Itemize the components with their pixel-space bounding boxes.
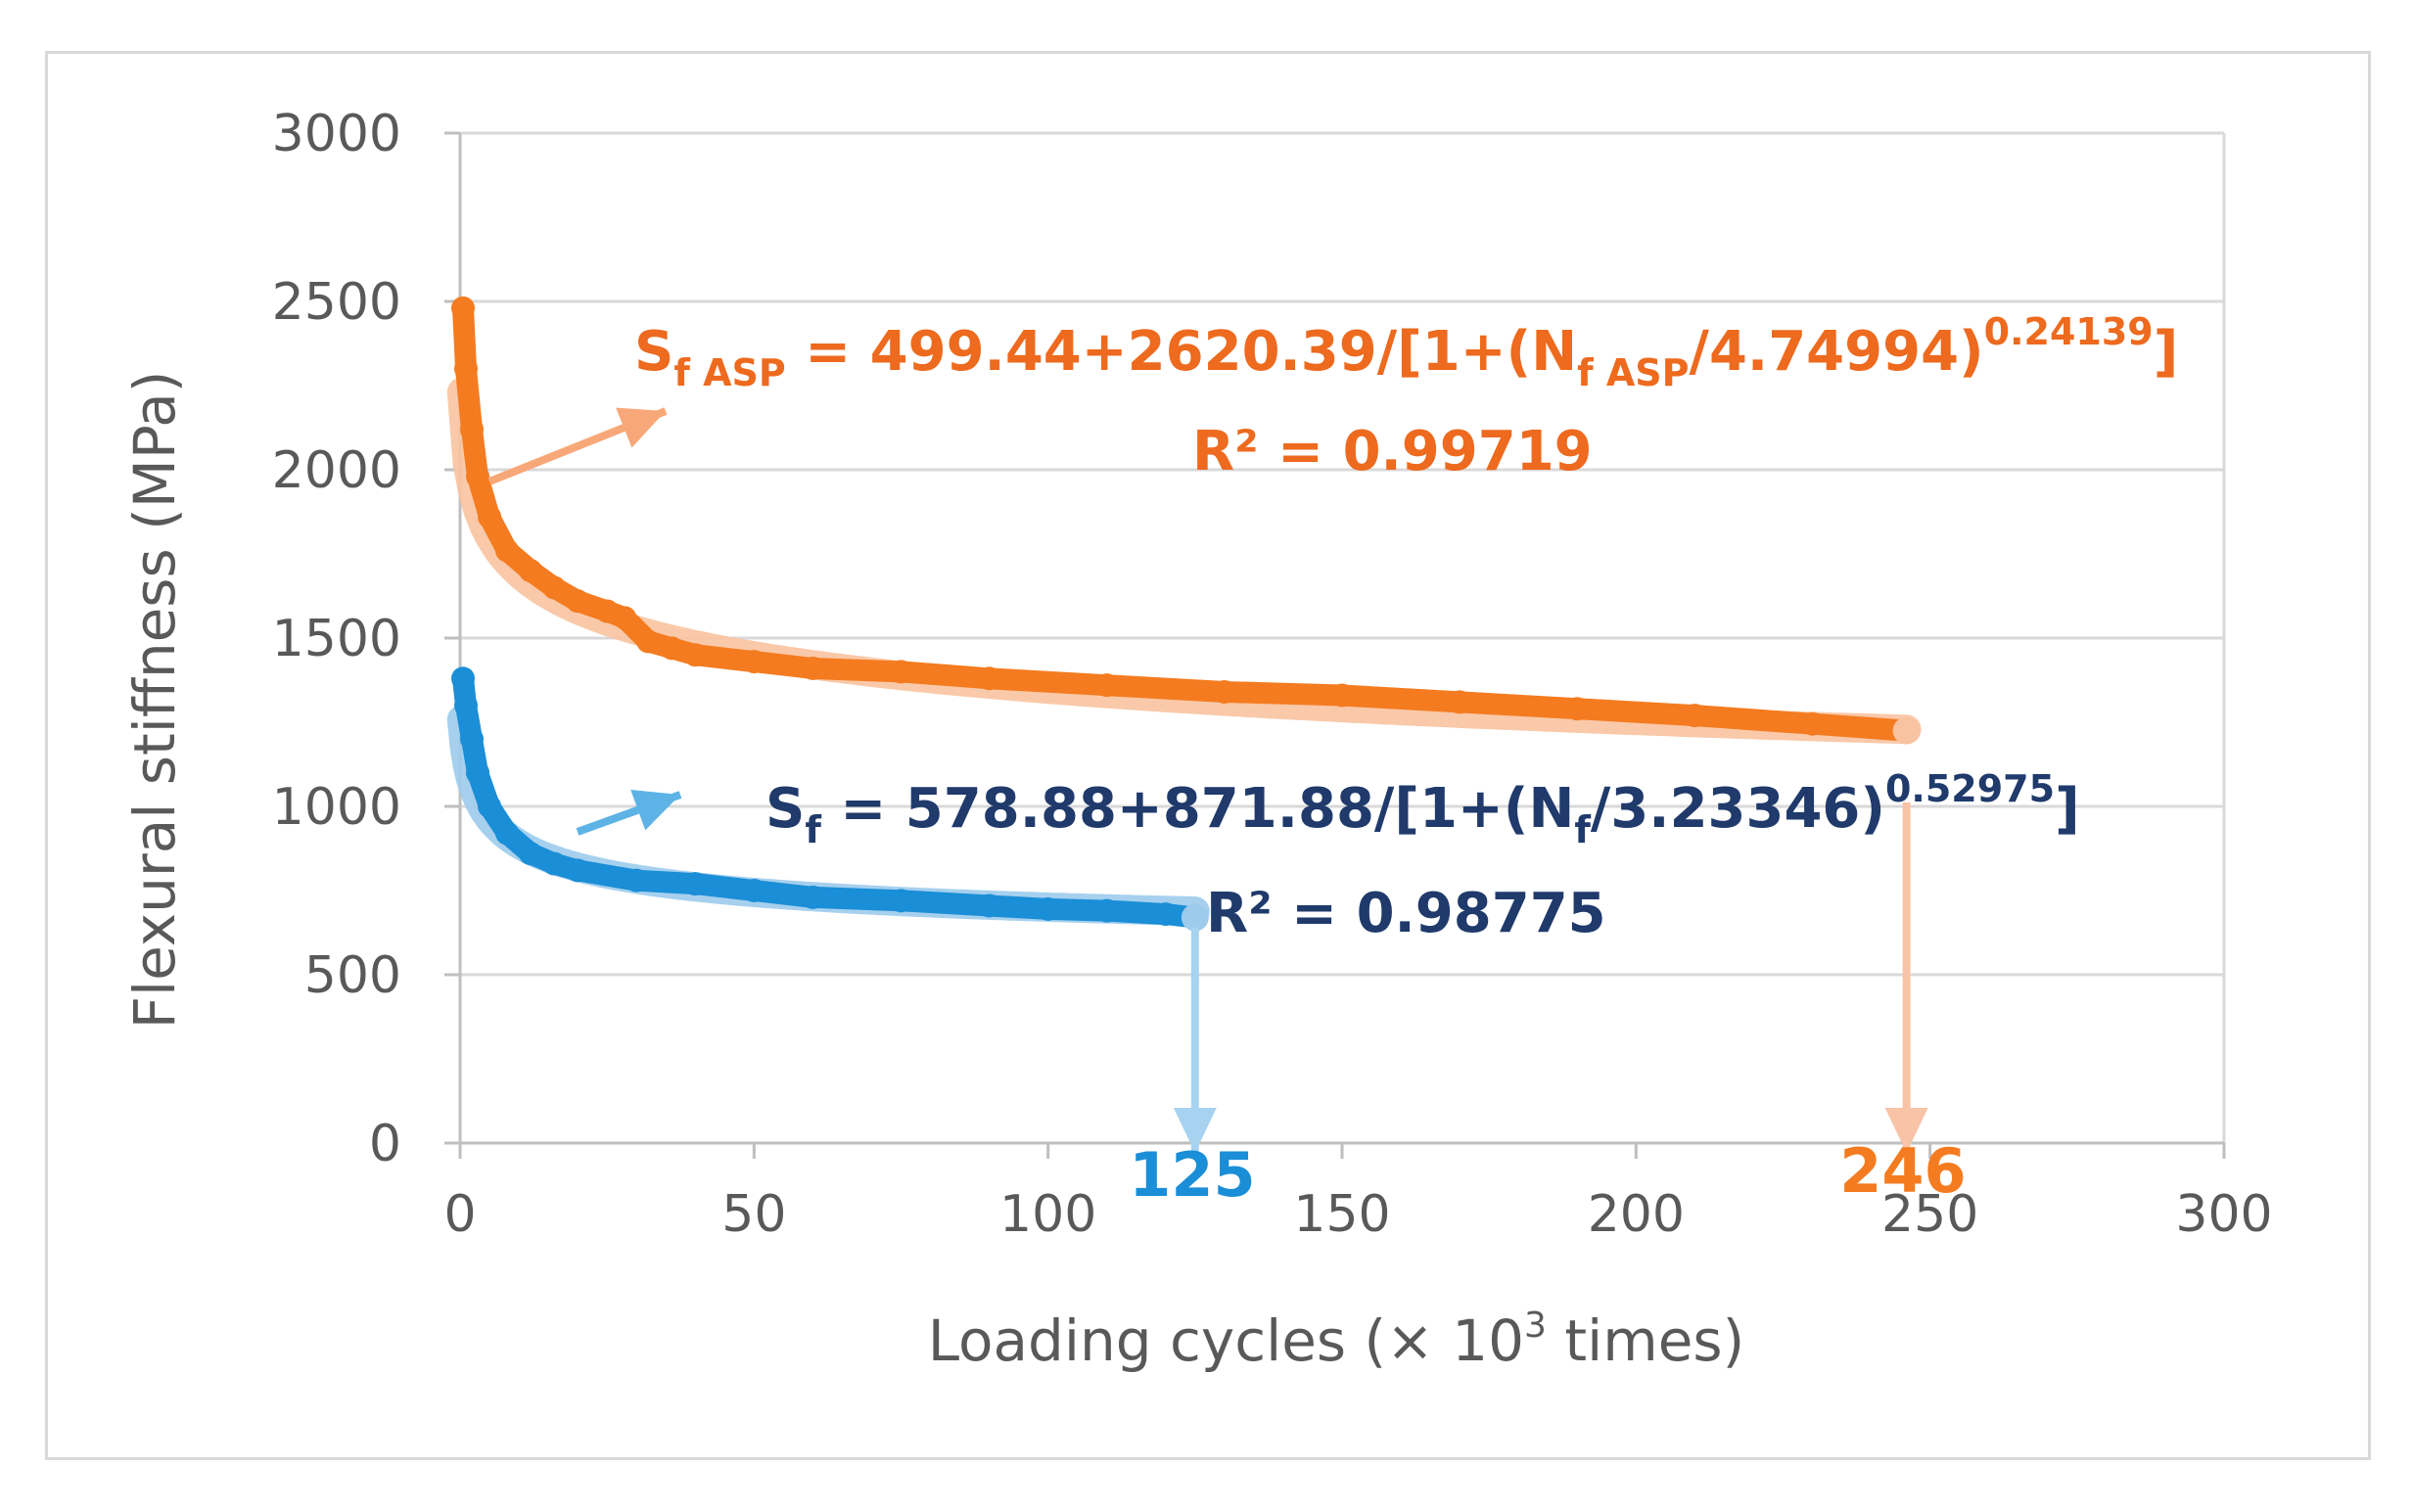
data-series (451, 296, 1921, 932)
x-tick-label: 50 (721, 1185, 786, 1244)
asp-point (636, 629, 661, 654)
x-tick-label: 300 (2175, 1185, 2272, 1244)
y-tick-label: 2500 (272, 273, 401, 332)
control-end-label: 125 (1129, 1139, 1255, 1211)
control-point (1094, 898, 1119, 923)
asp-point (478, 505, 502, 529)
asp-point (977, 666, 1001, 691)
grid (460, 131, 2226, 1143)
x-axis-title: Loading cycles (× 103 times) (928, 1306, 1745, 1374)
control-point (466, 760, 490, 785)
x-tick-label: 150 (1293, 1185, 1390, 1244)
asp-point (566, 589, 590, 614)
asp-point (1212, 680, 1236, 705)
x-tick-label: 250 (1881, 1185, 1978, 1244)
annotation-arrows (487, 407, 1928, 1153)
y-tick-label: 3000 (272, 105, 401, 163)
asp-point (1565, 697, 1590, 721)
asp-point (742, 650, 766, 674)
asp-drop-arrow-head (1884, 1108, 1928, 1153)
y-tick-label: 2000 (272, 441, 401, 500)
control-point (495, 821, 520, 846)
control-point (454, 693, 479, 717)
asp-point (1683, 704, 1707, 728)
control-point (742, 879, 766, 902)
x-tick-label: 0 (443, 1185, 476, 1244)
control-point (977, 893, 1001, 918)
control-point (801, 885, 825, 909)
x-tick-label: 200 (1588, 1185, 1685, 1244)
control-equation: Sf = 578.88+871.88/[1+(Nf/3.23346)0.5297… (765, 767, 2080, 851)
y-tick-label: 0 (369, 1115, 401, 1173)
y-tick-label: 1000 (272, 778, 401, 837)
control-point (889, 889, 913, 913)
asp-point (613, 606, 637, 630)
y-tick-label: 1500 (272, 610, 401, 668)
x-tick-label: 100 (999, 1185, 1096, 1244)
control-point (460, 727, 485, 752)
control-point (519, 842, 543, 866)
asp-point (889, 660, 913, 684)
control-point (1153, 902, 1178, 927)
asp-point (595, 599, 620, 623)
asp-point (660, 636, 684, 661)
asp-point (542, 575, 567, 600)
asp-point (801, 656, 825, 680)
asp-point (454, 356, 479, 381)
chart-frame (45, 51, 2371, 1460)
asp-point (519, 559, 543, 583)
control-point (542, 851, 567, 876)
control-point (478, 795, 502, 818)
control-point (451, 666, 476, 691)
asp-point (460, 417, 485, 441)
asp-point (466, 464, 490, 488)
control-point (1036, 896, 1060, 921)
asp-point (1800, 711, 1825, 736)
asp-fit-curve (446, 377, 1922, 745)
asp-point (451, 296, 476, 320)
asp-point (683, 643, 708, 667)
asp-end-label: 246 (1839, 1135, 1966, 1207)
asp-r2: R² = 0.99719 (1192, 420, 1593, 483)
asp-fit-arrow-head (616, 407, 666, 448)
control-point (625, 868, 649, 893)
asp-point (1094, 673, 1119, 698)
asp-point (1330, 683, 1354, 708)
asp-end-point (1892, 716, 1921, 745)
control-point (566, 858, 590, 883)
control-r2: R² = 0.98775 (1206, 882, 1606, 945)
control-point (683, 872, 708, 896)
asp-point (495, 538, 520, 563)
asp-equation: Sf ASP = 499.44+2620.39/[1+(Nf ASP/4.749… (634, 310, 2178, 394)
asp-point (1448, 690, 1472, 714)
y-axis-title: Flexural stiffness (MPa) (121, 371, 188, 1030)
axes: 0 500 1000 1500 2000 2500 3000 0 50 100 150 200 250 3… (272, 105, 2273, 1244)
control-fit-arrow-head (630, 789, 680, 831)
control-end-point (1181, 903, 1209, 932)
control-drop-arrow-head (1173, 1108, 1217, 1153)
y-tick-label: 500 (304, 946, 401, 1005)
